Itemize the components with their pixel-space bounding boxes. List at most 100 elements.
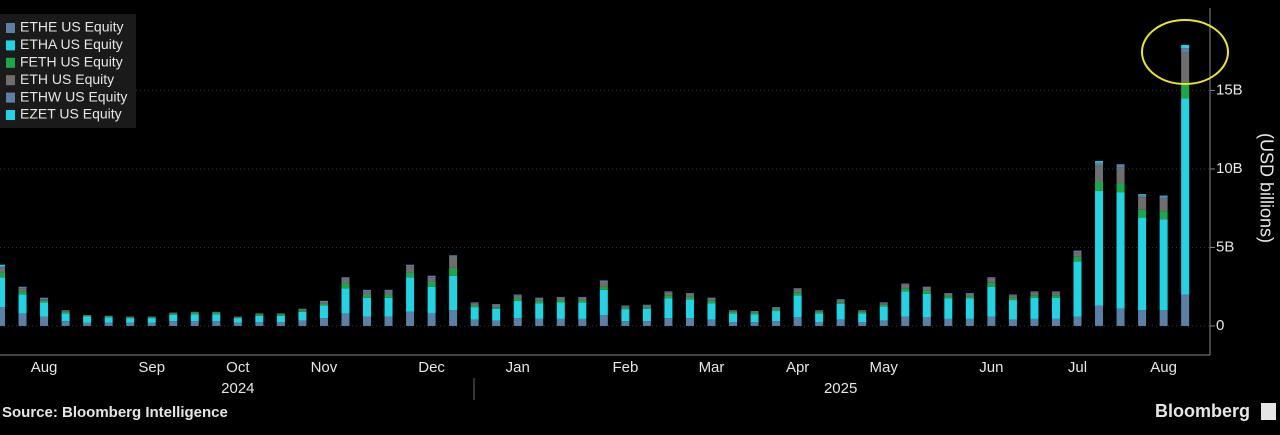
bar-segment (169, 321, 178, 326)
bar-segment (1159, 211, 1168, 220)
bar-segment (18, 291, 27, 295)
bar-segment (147, 316, 156, 318)
bar-segment (1030, 297, 1039, 319)
y-axis-label: (USD billions) (1256, 133, 1276, 243)
bar-segment (1159, 196, 1168, 199)
bar-segment (1181, 98, 1190, 295)
bar-segment (750, 312, 759, 315)
bar-segment (104, 316, 113, 318)
bar-segment (664, 295, 673, 299)
bar-segment (793, 292, 802, 296)
y-tick-label: 15B (1216, 81, 1243, 98)
bar-segment (556, 318, 565, 326)
bar-segment (729, 313, 738, 323)
bar-segment (599, 281, 608, 287)
bar-segment (449, 267, 458, 276)
bar-segment (363, 297, 372, 317)
bar-segment (578, 296, 587, 298)
bar-segment (556, 296, 565, 298)
bar-segment (944, 298, 953, 319)
legend-label: ETHE US Equity (20, 19, 123, 35)
bar-segment (1159, 219, 1168, 311)
bar-segment (255, 315, 264, 323)
bar-segment (104, 322, 113, 326)
brand-icon (1261, 403, 1276, 420)
bar-segment (40, 297, 49, 300)
legend-swatch (6, 110, 15, 120)
bar-segment (61, 321, 70, 326)
bar-segment (212, 321, 221, 326)
bar-segment (1116, 308, 1125, 326)
bar-segment (61, 310, 70, 312)
bar-segment (298, 320, 307, 326)
bar-segment (535, 300, 544, 304)
bar-segment (922, 293, 931, 318)
bar-segment (815, 310, 824, 312)
bar-segment (535, 318, 544, 326)
bar-segment (406, 266, 415, 273)
bar-segment (1116, 164, 1125, 168)
bar-segment (1008, 300, 1017, 320)
bar-segment (1073, 250, 1082, 253)
bar-segment (513, 300, 522, 319)
bar-segment (470, 305, 479, 308)
x-tick-label: Sep (138, 359, 165, 376)
bar-segment (0, 267, 5, 273)
bar-segment (901, 288, 910, 292)
bar-segment (599, 314, 608, 326)
bar-segment (104, 315, 113, 317)
bar-segment (319, 303, 328, 306)
bar-segment (750, 322, 759, 326)
bar-segment (836, 302, 845, 304)
bar-segment (276, 315, 285, 323)
bar-segment (406, 277, 415, 312)
bar-segment (621, 307, 630, 310)
y-tick-label: 0 (1216, 317, 1224, 334)
x-tick-label: May (870, 359, 899, 376)
bar-segment (233, 322, 242, 326)
bar-segment (1138, 209, 1147, 218)
source: Source: Bloomberg Intelligence (2, 404, 228, 421)
bar-segment (513, 295, 522, 299)
bar-segment (40, 302, 49, 317)
bar-segment (341, 313, 350, 326)
bar-segment (427, 286, 436, 314)
bar-segment (470, 303, 479, 306)
bar-segment (858, 311, 867, 314)
bar-segment (621, 305, 630, 307)
bar-segment (965, 298, 974, 319)
bar-segment (599, 289, 608, 315)
bar-segment (750, 314, 759, 323)
bar-segment (319, 300, 328, 303)
bar-segment (319, 318, 328, 326)
bar-segment (1095, 190, 1104, 306)
bar-segment (1095, 162, 1104, 166)
bar-segment (169, 312, 178, 314)
bar-segment (449, 275, 458, 311)
bar-segment (793, 295, 802, 318)
bar-segment (212, 314, 221, 322)
bar-segment (276, 322, 285, 326)
bar-segment (1159, 198, 1168, 212)
bar-segment (621, 321, 630, 326)
x-tick-label: Oct (226, 359, 250, 376)
bar-segment (1181, 294, 1190, 326)
bar-segment (642, 305, 651, 308)
bar-segment (1095, 181, 1104, 191)
bar-segment (1116, 192, 1125, 309)
bar-segment (729, 322, 738, 326)
bar-segment (965, 292, 974, 294)
bar-segment (1181, 48, 1190, 53)
bar-segment (427, 313, 436, 326)
bar-segment (384, 297, 393, 317)
bar-segment (18, 286, 27, 289)
bar-segment (384, 291, 393, 295)
bar-segment (427, 277, 436, 282)
legend-label: ETH US Equity (20, 71, 114, 87)
bar-segment (341, 277, 350, 279)
x-tick-label: Jun (979, 359, 1003, 376)
